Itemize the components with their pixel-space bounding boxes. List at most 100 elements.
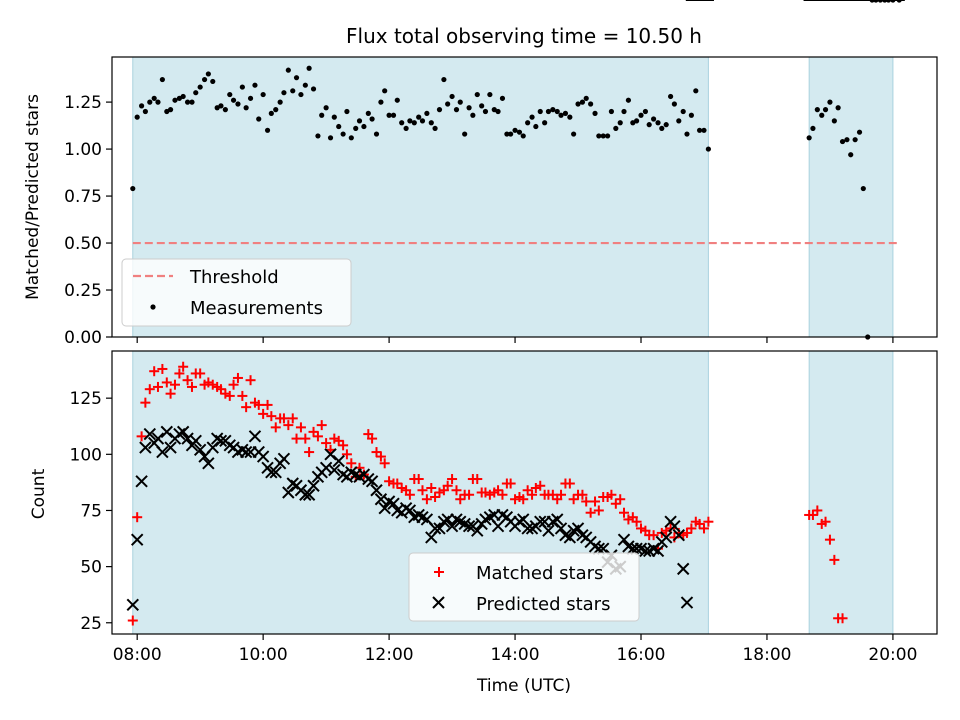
measurement-point xyxy=(340,131,346,137)
x-stroke xyxy=(412,508,425,522)
matched-star-point xyxy=(379,458,390,469)
count-x-ticks: 08:00 10:00 12:00 14:00 16:00 18:00 20:00 xyxy=(113,634,917,665)
y-tick-label: 0.50 xyxy=(64,234,102,254)
predicted-star-point xyxy=(672,528,686,542)
x-axis-label: Time (UTC) xyxy=(476,676,571,696)
x-stroke xyxy=(164,441,177,454)
matched-star-point xyxy=(308,426,319,437)
matched-star-point xyxy=(434,487,445,498)
matched-star-point xyxy=(455,494,466,505)
matched-star-point xyxy=(590,496,601,507)
matched-star-point xyxy=(585,507,596,518)
measurement-point xyxy=(457,99,463,105)
measurement-point xyxy=(247,95,254,101)
x-stroke xyxy=(403,504,417,517)
x-stroke xyxy=(239,445,253,459)
matched-star-point xyxy=(165,388,176,399)
predicted-star-point xyxy=(277,452,291,466)
measurement-point xyxy=(277,99,283,105)
measurement-point xyxy=(671,101,677,107)
predicted-star-point xyxy=(143,427,156,441)
x-stroke xyxy=(559,528,572,542)
matched-star-point xyxy=(417,485,428,496)
matched-star-point xyxy=(316,420,327,431)
x-stroke xyxy=(651,544,665,558)
matched-star-point xyxy=(703,516,714,527)
matched-star-point xyxy=(174,368,185,379)
x-stroke xyxy=(189,434,202,448)
x-stroke xyxy=(554,522,568,535)
matched-star-point xyxy=(820,516,831,527)
matched-star-point xyxy=(648,530,659,541)
predicted-star-point xyxy=(176,425,190,439)
measurement-point xyxy=(453,107,460,113)
measurement-point xyxy=(268,110,274,116)
measurement-point xyxy=(315,133,321,139)
measurement-point xyxy=(399,120,405,126)
matched-star-point xyxy=(127,615,138,626)
measurement-point xyxy=(567,114,573,120)
measurement-point xyxy=(608,108,615,115)
matched-star-point xyxy=(447,474,458,485)
y-tick-label: 25 xyxy=(80,614,102,634)
matched-star-point xyxy=(258,408,269,419)
predicted-star-point xyxy=(130,533,144,546)
x-stroke xyxy=(441,513,454,526)
matched-star-point xyxy=(149,366,160,377)
predicted-star-point xyxy=(592,542,606,555)
measurement-point xyxy=(336,123,342,130)
measurement-point xyxy=(550,107,556,113)
predicted-star-point xyxy=(471,524,484,537)
matched-star-point xyxy=(681,527,692,538)
x-stroke xyxy=(307,479,320,492)
x-tick-label: 08:00 xyxy=(113,645,162,665)
count-y-ticks: 25 50 75 100 125 xyxy=(70,389,112,634)
measurement-point xyxy=(479,103,485,109)
ratio-x-ticks xyxy=(136,337,894,343)
measurement-point xyxy=(583,95,589,101)
measurement-point xyxy=(533,123,539,130)
x-stroke xyxy=(680,596,694,609)
x-stroke xyxy=(391,504,404,517)
predicted-star-point xyxy=(307,479,320,492)
x-tick-label: 20:00 xyxy=(868,645,917,665)
measurement-point xyxy=(419,118,426,124)
matched-star-point xyxy=(686,523,697,534)
measurement-point xyxy=(273,107,279,113)
matched-star-point xyxy=(237,390,248,401)
predicted-star-point xyxy=(597,542,610,555)
matched-star-point xyxy=(396,483,407,494)
measurement-point xyxy=(298,91,304,98)
matched-star-point xyxy=(497,489,508,500)
matched-star-point xyxy=(404,489,415,500)
x-stroke xyxy=(324,448,337,461)
predicted-star-point xyxy=(651,544,665,558)
x-stroke xyxy=(282,486,295,499)
measurement-point xyxy=(222,107,228,113)
x-stroke xyxy=(176,425,190,439)
matched-star-point xyxy=(807,509,818,520)
y-tick-label: 0.75 xyxy=(64,187,102,207)
matched-star-point xyxy=(341,449,352,460)
matched-star-point xyxy=(182,375,193,386)
matched-star-point xyxy=(606,489,617,500)
matched-star-point xyxy=(270,422,281,433)
measurements-legend-swatch xyxy=(150,304,156,310)
matched-star-point xyxy=(178,361,189,372)
x-stroke xyxy=(156,445,169,459)
matched-star-point xyxy=(484,489,495,500)
measurement-point xyxy=(331,114,337,120)
x-stroke xyxy=(160,425,173,439)
measurement-point xyxy=(142,108,148,115)
predicted-star-point xyxy=(256,450,270,463)
measurements-legend-label: Measurements xyxy=(190,298,323,319)
measurement-point xyxy=(562,110,569,116)
measurement-point xyxy=(588,101,594,107)
measurement-point xyxy=(445,101,451,107)
chart-title: Flux total observing time = 10.50 h xyxy=(346,24,702,48)
measurement-point xyxy=(659,125,665,132)
matched-star-point xyxy=(329,433,340,444)
matched-star-point xyxy=(581,496,592,507)
measurement-point xyxy=(441,76,447,83)
matched-star-point xyxy=(430,491,441,502)
